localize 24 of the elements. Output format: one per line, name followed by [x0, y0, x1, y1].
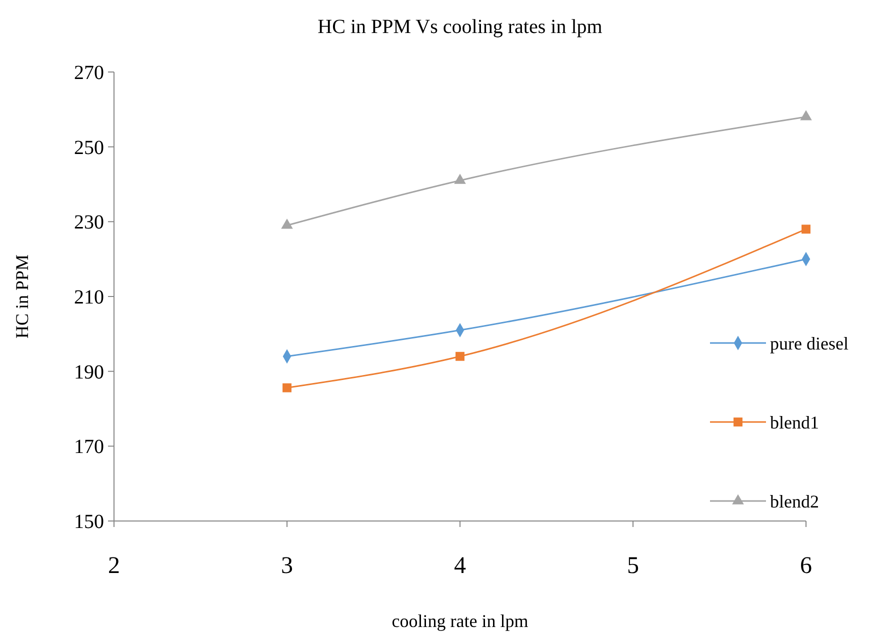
x-tick-label: 5: [627, 553, 639, 579]
point: [802, 224, 810, 234]
chart-title: HC in PPM Vs cooling rates in lpm: [318, 16, 603, 38]
x-tick-label: 6: [800, 553, 812, 579]
y-tick-label: 210: [74, 286, 104, 308]
legend-label: blend2: [770, 491, 819, 512]
point: [456, 352, 464, 361]
x-tick-label: 2: [108, 553, 120, 579]
x-tick-label: 3: [281, 553, 293, 579]
legend-label: pure diesel: [770, 333, 848, 354]
point: [454, 174, 466, 184]
y-tick-label: 150: [74, 511, 104, 533]
point: [281, 218, 293, 229]
y-tick-label: 170: [74, 436, 104, 458]
x-tick-label: 4: [454, 553, 466, 579]
y-tick-label: 270: [74, 62, 104, 84]
point: [800, 110, 812, 120]
y-tick-label: 230: [74, 212, 104, 234]
y-tick-label: 250: [74, 136, 104, 159]
y-tick-label: 190: [74, 361, 104, 384]
x-axis-title: cooling rate in lpm: [392, 611, 528, 631]
point: [282, 383, 292, 392]
legend-label: blend1: [770, 412, 819, 432]
y-axis-title: HC in PPM: [12, 254, 32, 339]
